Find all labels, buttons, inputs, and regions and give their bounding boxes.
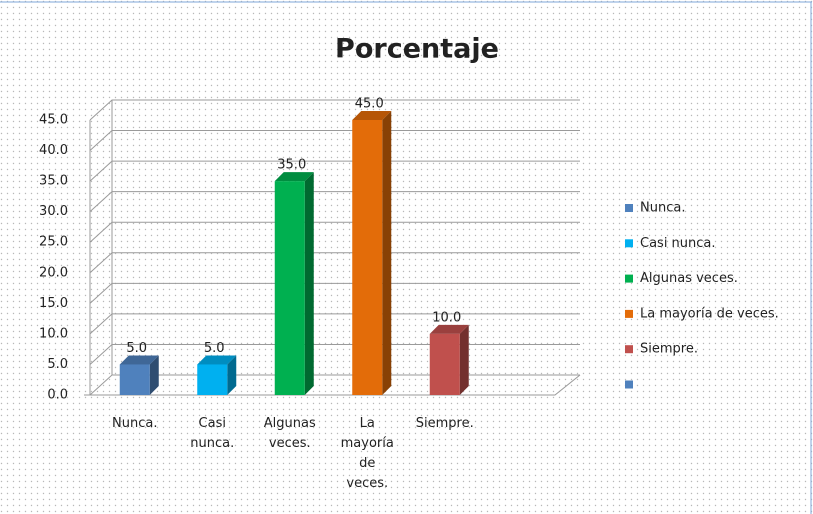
- legend-label: Algunas veces.: [640, 271, 738, 286]
- grid-line: [89, 343, 580, 365]
- bar-top: [352, 111, 392, 120]
- legend-marker: [625, 274, 633, 283]
- legend-marker: [625, 239, 633, 248]
- bar: [352, 120, 383, 395]
- y-tick-label: 35.0: [39, 174, 68, 189]
- bar: [274, 181, 305, 395]
- y-tick-label: 20.0: [39, 265, 68, 280]
- bar-side: [304, 172, 314, 395]
- bar: [429, 333, 460, 395]
- data-label: 45.0: [355, 97, 384, 112]
- y-tick-label: 25.0: [39, 235, 68, 250]
- y-tick-label: 5.0: [47, 357, 68, 372]
- bar: [119, 364, 150, 395]
- x-tick-label: Casi nunca.: [190, 416, 234, 451]
- data-label: 10.0: [432, 310, 461, 325]
- bar-side: [149, 355, 159, 395]
- data-label: 35.0: [277, 158, 306, 173]
- legend-label: La mayoría de veces.: [640, 306, 779, 321]
- legend-marker: [625, 309, 633, 318]
- y-tick-label: 40.0: [39, 143, 68, 158]
- grid-line: [89, 313, 580, 335]
- floor: [90, 374, 581, 396]
- grid-line: [89, 282, 580, 304]
- legend-marker: [625, 380, 633, 389]
- legend-label: Nunca.: [640, 201, 685, 216]
- grid-line: [89, 374, 580, 396]
- grid-line: [89, 160, 580, 182]
- x-tick-label: La mayoría de veces.: [341, 416, 394, 491]
- bar-side: [382, 111, 392, 395]
- x-tick-label: Nunca.: [112, 416, 157, 431]
- grid-line: [89, 130, 580, 151]
- grid-line: [89, 99, 580, 121]
- grid-line: [89, 252, 580, 274]
- bar-side: [227, 355, 237, 395]
- legend-marker: [625, 204, 633, 212]
- bar-top: [119, 355, 159, 365]
- y-tick-label: 15.0: [39, 296, 68, 311]
- legend-label: Casi nunca.: [640, 236, 716, 251]
- bar-top: [274, 172, 314, 182]
- data-label: 5.0: [204, 341, 225, 356]
- bar-side: [459, 324, 469, 395]
- grid-line: [89, 221, 580, 243]
- legend-marker: [625, 345, 633, 354]
- bar: [197, 364, 228, 395]
- bar-top: [429, 324, 469, 334]
- data-label: 5.0: [126, 341, 147, 356]
- grid-line: [89, 191, 580, 213]
- legend-label: Siempre.: [640, 342, 698, 357]
- y-tick-label: 30.0: [39, 204, 68, 219]
- y-tick-label: 45.0: [39, 113, 68, 128]
- bar-top: [197, 355, 237, 365]
- side-wall: [89, 100, 113, 395]
- y-tick-label: 0.0: [47, 388, 68, 403]
- y-tick-label: 10.0: [39, 326, 68, 341]
- chart-title: Porcentaje: [335, 34, 499, 65]
- x-tick-label: Siempre.: [416, 416, 474, 431]
- x-tick-label: Algunas veces.: [264, 416, 316, 451]
